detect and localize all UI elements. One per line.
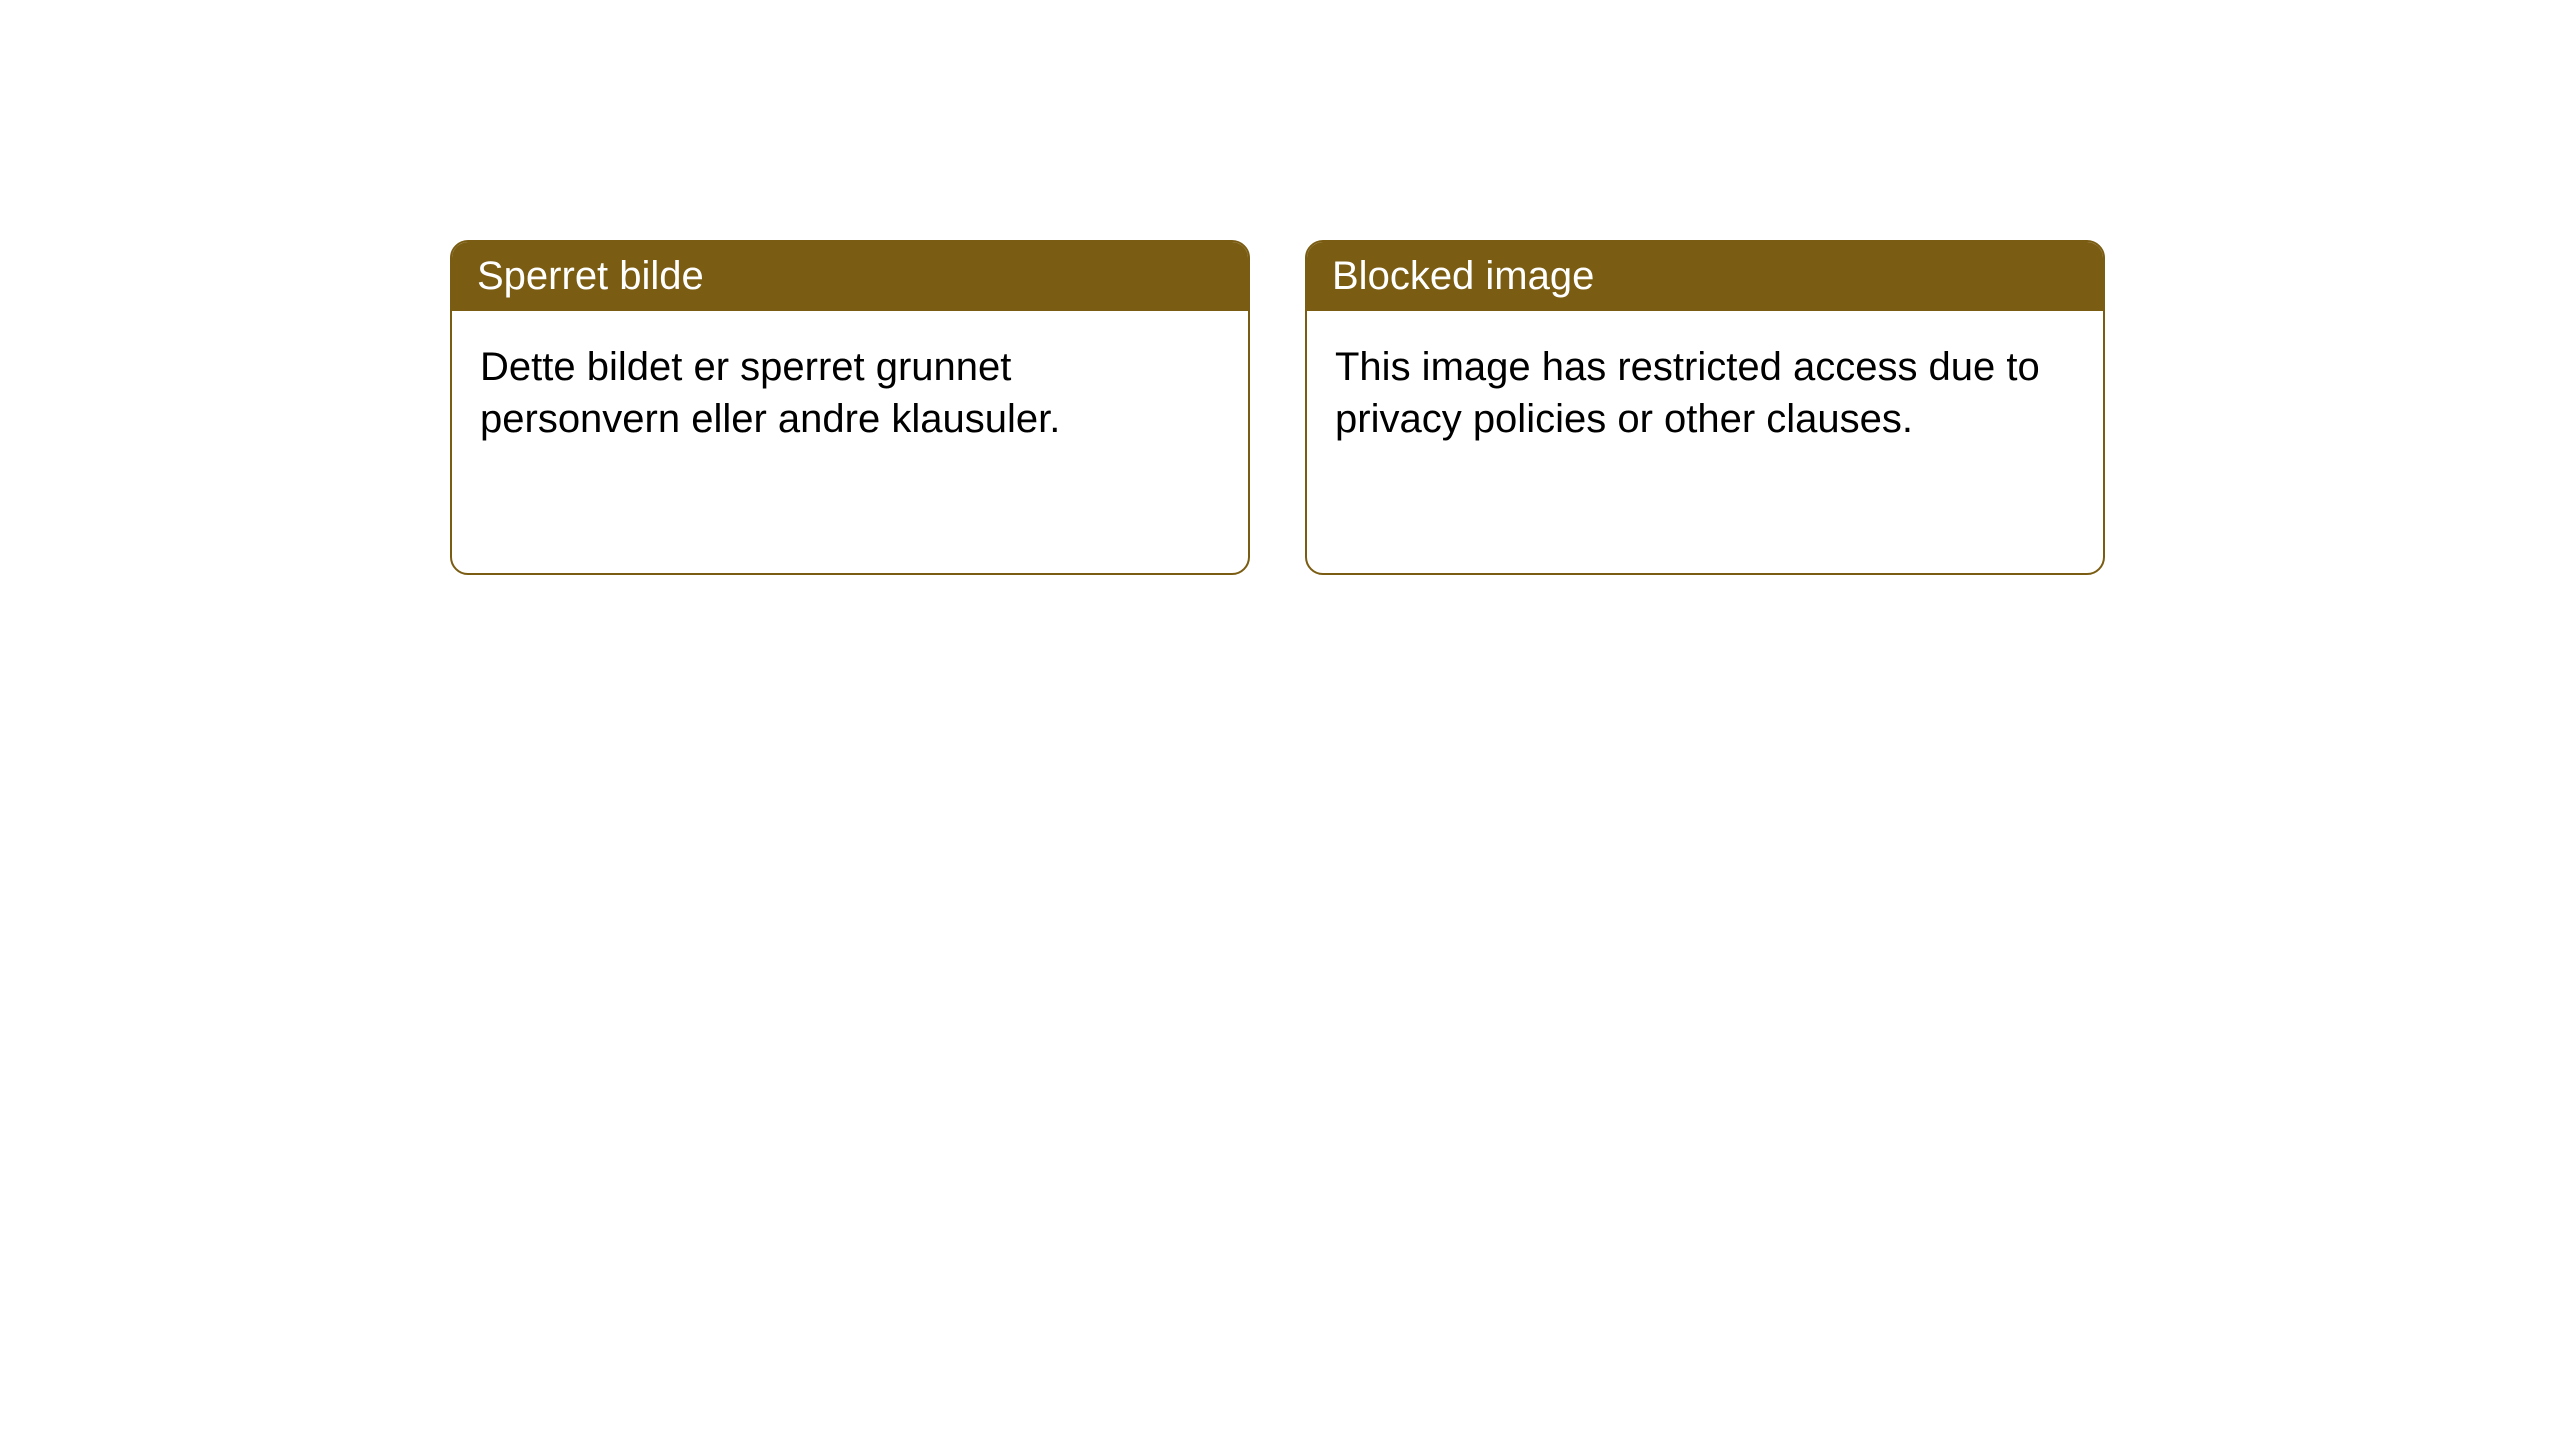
- notice-header-text: Blocked image: [1332, 254, 1594, 298]
- notice-header-text: Sperret bilde: [477, 254, 704, 298]
- notice-header-norwegian: Sperret bilde: [452, 242, 1248, 311]
- notice-body-text: Dette bildet er sperret grunnet personve…: [480, 345, 1060, 441]
- notice-card-norwegian: Sperret bilde Dette bildet er sperret gr…: [450, 240, 1250, 575]
- notice-card-english: Blocked image This image has restricted …: [1305, 240, 2105, 575]
- notice-header-english: Blocked image: [1307, 242, 2103, 311]
- notice-body-norwegian: Dette bildet er sperret grunnet personve…: [452, 311, 1248, 475]
- notice-container: Sperret bilde Dette bildet er sperret gr…: [450, 240, 2105, 575]
- notice-body-text: This image has restricted access due to …: [1335, 345, 2040, 441]
- notice-body-english: This image has restricted access due to …: [1307, 311, 2103, 475]
